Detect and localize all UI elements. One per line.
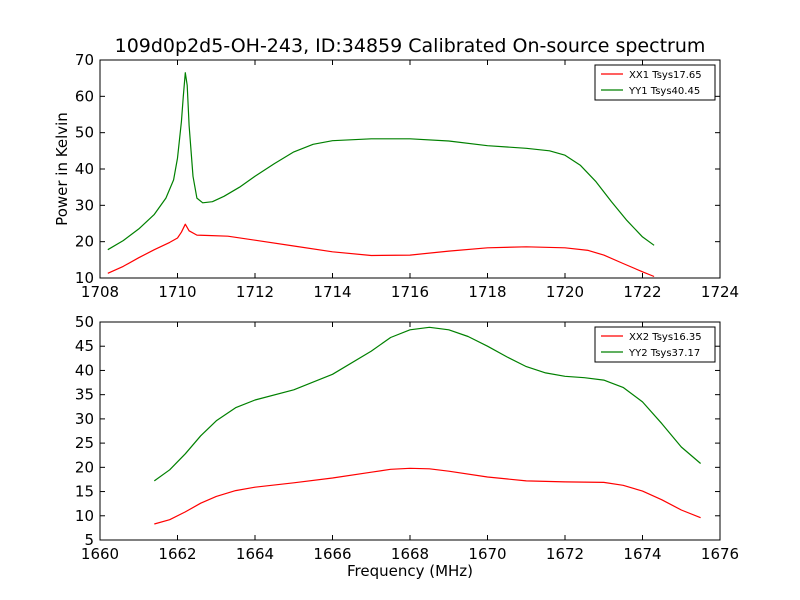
y-tick-label: 50: [75, 124, 94, 142]
y-tick-label: 35: [75, 386, 94, 404]
series-line-1-1: [107, 223, 655, 278]
series-line-2-1: [154, 467, 701, 525]
legend-label: XX1 Tsys17.65: [629, 70, 702, 81]
chart-panel-1: 1708 1710 1712 1714 1716 1718 1720 1722 1724 10 20…: [53, 51, 739, 301]
x-tick-label: 1670: [468, 545, 506, 563]
y-tick-label: 30: [75, 196, 94, 214]
x-tick-label: 1710: [158, 283, 196, 301]
y-tick-label: 70: [75, 51, 94, 69]
series-line-2-2: [153, 326, 701, 482]
x-tick-label: 1720: [546, 283, 584, 301]
y-tick-label: 15: [75, 483, 94, 501]
legend-2: XX2 Tsys16.35 YY2 Tsys37.17: [594, 326, 716, 363]
figure-title: 109d0p2d5-OH-243, ID:34859 Calibrated On…: [115, 35, 706, 57]
y-axis-label: Power in Kelvin: [53, 112, 71, 226]
legend-1: XX1 Tsys17.65 YY1 Tsys40.45: [594, 64, 716, 101]
x-tick-label: 1662: [158, 545, 196, 563]
legend-label: YY2 Tsys37.17: [628, 348, 700, 359]
y-tick-label: 10: [75, 269, 94, 287]
y-tick-label: 30: [75, 410, 94, 428]
y-tick-label: 50: [75, 313, 94, 331]
x-tick-label: 1722: [623, 283, 661, 301]
x-tick-label: 1676: [701, 545, 739, 563]
legend-label: XX2 Tsys16.35: [629, 332, 702, 343]
x-tick-label: 1660: [81, 545, 119, 563]
x-tick-label: 1714: [313, 283, 351, 301]
y-tick-label: 60: [75, 87, 94, 105]
y-tick-label: 40: [75, 361, 94, 379]
y-tick-label: 40: [75, 160, 94, 178]
y-tick-label: 45: [75, 337, 94, 355]
x-tick-label: 1674: [623, 545, 661, 563]
x-tick-label: 1666: [313, 545, 351, 563]
series-line-1-2: [107, 72, 655, 251]
x-tick-label: 1718: [468, 283, 506, 301]
y-tick-label: 25: [75, 434, 94, 452]
chart-panel-2: 1660 1662 1664 1666 1668 1670 1672 1674 1676 5 10 1…: [75, 313, 739, 580]
legend-box: [594, 326, 716, 363]
x-tick-label: 1664: [236, 545, 274, 563]
y-tick-label: 20: [75, 458, 94, 476]
legend-box: [594, 64, 716, 101]
x-tick-label: 1668: [391, 545, 429, 563]
x-tick-label: 1724: [701, 283, 739, 301]
x-tick-label: 1716: [391, 283, 429, 301]
x-tick-label: 1672: [546, 545, 584, 563]
x-tick-label: 1712: [236, 283, 274, 301]
y-tick-label: 20: [75, 233, 94, 251]
x-tick-label: 1708: [81, 283, 119, 301]
chart-panels: 1708 1710 1712 1714 1716 1718 1720 1722 1724 10 20…: [53, 51, 739, 580]
legend-label: YY1 Tsys40.45: [628, 86, 700, 97]
y-tick-label: 5: [84, 531, 94, 549]
y-tick-label: 10: [75, 507, 94, 525]
x-axis-label: Frequency (MHz): [347, 562, 473, 580]
